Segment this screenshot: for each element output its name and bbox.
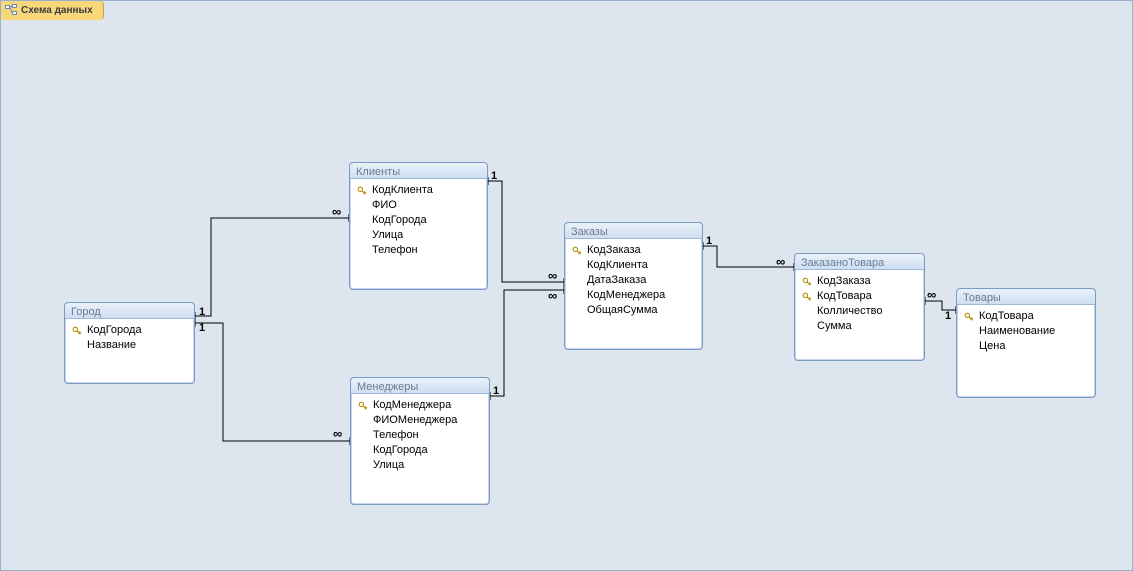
entity-field[interactable]: ОбщаяСумма [571, 303, 696, 318]
primary-key-icon [356, 186, 368, 196]
entity-zakazano[interactable]: ЗаказаноТовараКодЗаказаКодТовараКолличес… [794, 253, 925, 361]
primary-key-icon [571, 246, 583, 256]
field-label: ДатаЗаказа [587, 273, 646, 288]
entity-field[interactable]: КодМенеджера [357, 398, 483, 413]
entity-field[interactable]: КодМенеджера [571, 288, 696, 303]
entity-field[interactable]: Телефон [356, 243, 481, 258]
entity-field[interactable]: Телефон [357, 428, 483, 443]
field-label: ОбщаяСумма [587, 303, 658, 318]
field-label: Телефон [373, 428, 419, 443]
entity-field[interactable]: КодЗаказа [571, 243, 696, 258]
field-label: Название [87, 338, 136, 353]
entity-field[interactable]: КодГорода [357, 443, 483, 458]
entity-field[interactable]: Колличество [801, 304, 918, 319]
entity-gorod[interactable]: ГородКодГородаНазвание [64, 302, 195, 384]
field-label: Телефон [372, 243, 418, 258]
cardinality-many-icon: ∞ [776, 257, 785, 267]
entity-title[interactable]: Товары [957, 289, 1095, 305]
relationship-line[interactable] [925, 301, 956, 310]
entity-field[interactable]: КодГорода [71, 323, 188, 338]
field-label: Сумма [817, 319, 852, 334]
cardinality-one-icon: 1 [493, 386, 499, 396]
entity-field[interactable]: КодКлиента [571, 258, 696, 273]
entity-menedzhery[interactable]: МенеджерыКодМенеджераФИОМенеджераТелефон… [350, 377, 490, 505]
primary-key-icon [963, 312, 975, 322]
field-label: КодМенеджера [587, 288, 665, 303]
entity-field[interactable]: Название [71, 338, 188, 353]
entity-field[interactable]: ФИОМенеджера [357, 413, 483, 428]
field-label: Цена [979, 339, 1005, 354]
field-label: Улица [372, 228, 403, 243]
entity-field[interactable]: КодЗаказа [801, 274, 918, 289]
entity-field[interactable]: Наименование [963, 324, 1089, 339]
primary-key-icon [357, 401, 369, 411]
entity-fields: КодЗаказаКодКлиентаДатаЗаказаКодМенеджер… [565, 239, 702, 326]
entity-fields: КодКлиентаФИОКодГородаУлицаТелефон [350, 179, 487, 266]
relationships-icon [5, 4, 17, 16]
field-label: ФИО [372, 198, 397, 213]
cardinality-one-icon: 1 [491, 171, 497, 181]
field-label: КодМенеджера [373, 398, 451, 413]
field-label: КодГорода [87, 323, 142, 338]
entity-title[interactable]: Менеджеры [351, 378, 489, 394]
entity-field[interactable]: КодТовара [963, 309, 1089, 324]
field-label: КодКлиента [372, 183, 433, 198]
field-label: КодГорода [373, 443, 428, 458]
tab-label: Схема данных [21, 5, 93, 16]
field-label: КодГорода [372, 213, 427, 228]
cardinality-one-icon: 1 [199, 323, 205, 333]
primary-key-icon [801, 292, 813, 302]
relationship-line[interactable] [488, 181, 564, 282]
primary-key-icon [801, 277, 813, 287]
entity-title[interactable]: ЗаказаноТовара [795, 254, 924, 270]
entity-fields: КодМенеджераФИОМенеджераТелефонКодГорода… [351, 394, 489, 481]
tab-schema[interactable]: Схема данных [1, 1, 104, 20]
entity-tovary[interactable]: ТоварыКодТовараНаименованиеЦена [956, 288, 1096, 398]
relationships-canvas[interactable]: Схема данных ГородКодГородаНазваниеКлиен… [0, 0, 1133, 571]
entity-field[interactable]: Улица [357, 458, 483, 473]
entity-field[interactable]: КодТовара [801, 289, 918, 304]
entity-fields: КодГородаНазвание [65, 319, 194, 361]
cardinality-many-icon: ∞ [927, 290, 936, 300]
relationship-line[interactable] [195, 323, 350, 441]
entity-klienty[interactable]: КлиентыКодКлиентаФИОКодГородаУлицаТелефо… [349, 162, 488, 290]
entity-fields: КодТовараНаименованиеЦена [957, 305, 1095, 362]
relationship-line[interactable] [195, 218, 349, 316]
primary-key-icon [71, 326, 83, 336]
entity-fields: КодЗаказаКодТовараКолличествоСумма [795, 270, 924, 342]
cardinality-many-icon: ∞ [332, 207, 341, 217]
tab-strip: Схема данных [1, 1, 1132, 21]
entity-zakazy[interactable]: ЗаказыКодЗаказаКодКлиентаДатаЗаказаКодМе… [564, 222, 703, 350]
cardinality-one-icon: 1 [706, 236, 712, 246]
cardinality-one-icon: 1 [945, 311, 951, 321]
entity-title[interactable]: Заказы [565, 223, 702, 239]
relationship-line[interactable] [703, 246, 794, 267]
relationship-line[interactable] [490, 290, 564, 396]
entity-title[interactable]: Клиенты [350, 163, 487, 179]
entity-field[interactable]: ДатаЗаказа [571, 273, 696, 288]
field-label: КодКлиента [587, 258, 648, 273]
cardinality-many-icon: ∞ [548, 291, 557, 301]
entity-field[interactable]: ФИО [356, 198, 481, 213]
field-label: КодТовара [979, 309, 1034, 324]
field-label: КодТовара [817, 289, 872, 304]
cardinality-many-icon: ∞ [548, 271, 557, 281]
field-label: Улица [373, 458, 404, 473]
entity-field[interactable]: Улица [356, 228, 481, 243]
cardinality-many-icon: ∞ [333, 429, 342, 439]
field-label: Колличество [817, 304, 883, 319]
entity-field[interactable]: КодКлиента [356, 183, 481, 198]
field-label: КодЗаказа [587, 243, 641, 258]
field-label: Наименование [979, 324, 1055, 339]
field-label: ФИОМенеджера [373, 413, 457, 428]
entity-title[interactable]: Город [65, 303, 194, 319]
field-label: КодЗаказа [817, 274, 871, 289]
entity-field[interactable]: Сумма [801, 319, 918, 334]
cardinality-one-icon: 1 [199, 307, 205, 317]
entity-field[interactable]: Цена [963, 339, 1089, 354]
entity-field[interactable]: КодГорода [356, 213, 481, 228]
